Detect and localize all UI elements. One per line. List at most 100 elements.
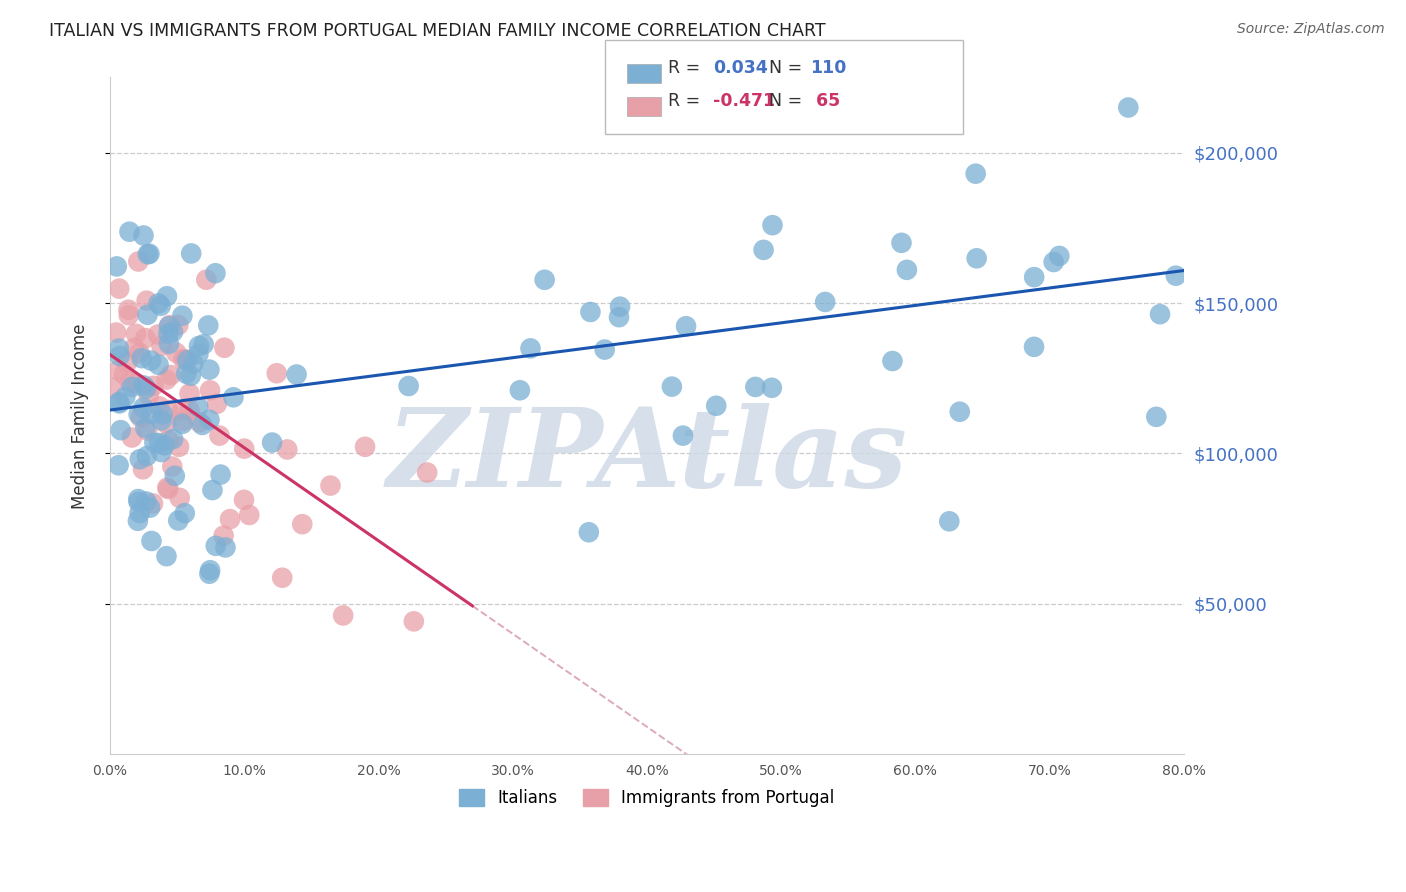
Point <box>193 337 215 351</box>
Point <box>205 397 228 411</box>
Point <box>117 355 139 369</box>
Point <box>949 405 972 419</box>
Point <box>127 491 149 506</box>
Point <box>187 339 209 353</box>
Point <box>398 379 420 393</box>
Point <box>198 566 221 581</box>
Point <box>107 395 129 409</box>
Text: 110: 110 <box>810 59 846 77</box>
Point <box>593 343 616 357</box>
Point <box>118 375 141 389</box>
Point <box>509 384 531 398</box>
Y-axis label: Median Family Income: Median Family Income <box>72 323 89 508</box>
Point <box>132 462 155 476</box>
Point <box>198 384 221 398</box>
Point <box>159 368 181 383</box>
Point <box>132 401 155 415</box>
Point <box>149 299 172 313</box>
Point <box>135 293 157 308</box>
Text: Source: ZipAtlas.com: Source: ZipAtlas.com <box>1237 22 1385 37</box>
Point <box>125 376 148 391</box>
Point <box>167 514 190 528</box>
Point <box>744 380 766 394</box>
Point <box>170 403 193 417</box>
Point <box>197 318 219 333</box>
Point <box>118 308 141 322</box>
Point <box>201 483 224 497</box>
Point <box>579 305 602 319</box>
Point <box>169 491 191 505</box>
Point <box>143 435 166 450</box>
Point <box>157 434 180 448</box>
Point <box>157 337 180 351</box>
Point <box>965 167 987 181</box>
Point <box>198 362 221 376</box>
Point <box>163 468 186 483</box>
Point <box>896 263 918 277</box>
Point <box>155 417 177 431</box>
Point <box>157 326 180 341</box>
Point <box>179 403 201 417</box>
Point <box>780 102 803 116</box>
Point <box>136 424 159 438</box>
Point <box>519 342 541 356</box>
Point <box>533 273 555 287</box>
Point <box>187 400 209 414</box>
Point <box>146 327 169 342</box>
Point <box>153 438 176 452</box>
Point <box>607 310 630 325</box>
Point <box>1024 270 1046 285</box>
Point <box>173 506 195 520</box>
Point <box>262 435 284 450</box>
Point <box>180 368 202 383</box>
Point <box>276 442 298 457</box>
Point <box>209 467 232 482</box>
Text: N =: N = <box>769 59 808 77</box>
Point <box>402 615 425 629</box>
Point <box>222 390 245 404</box>
Point <box>148 296 170 310</box>
Point <box>135 494 157 508</box>
Point <box>148 436 170 450</box>
Point <box>675 319 697 334</box>
Point <box>233 492 256 507</box>
Point <box>135 449 157 463</box>
Point <box>172 417 194 431</box>
Point <box>108 349 131 363</box>
Point <box>1149 307 1171 321</box>
Point <box>155 549 177 564</box>
Point <box>761 381 783 395</box>
Point <box>139 353 162 368</box>
Point <box>1164 268 1187 283</box>
Point <box>704 399 727 413</box>
Point <box>319 478 342 492</box>
Point <box>159 318 181 333</box>
Point <box>176 353 198 368</box>
Legend: Italians, Immigrants from Portugal: Italians, Immigrants from Portugal <box>453 782 841 814</box>
Point <box>167 318 190 332</box>
Point <box>121 380 143 394</box>
Point <box>195 273 218 287</box>
Point <box>285 368 308 382</box>
Point <box>128 495 150 509</box>
Point <box>138 388 160 402</box>
Point <box>107 458 129 473</box>
Point <box>128 408 150 422</box>
Point <box>138 247 160 261</box>
Point <box>150 445 173 459</box>
Point <box>204 266 226 280</box>
Point <box>890 235 912 250</box>
Text: 65: 65 <box>810 92 841 110</box>
Point <box>142 496 165 510</box>
Point <box>609 300 631 314</box>
Text: 0.034: 0.034 <box>713 59 768 77</box>
Point <box>101 380 124 394</box>
Point <box>127 514 149 528</box>
Point <box>162 459 184 474</box>
Point <box>132 378 155 392</box>
Point <box>112 367 135 381</box>
Text: -0.471: -0.471 <box>713 92 775 110</box>
Point <box>174 352 197 367</box>
Point <box>882 354 904 368</box>
Point <box>214 341 236 355</box>
